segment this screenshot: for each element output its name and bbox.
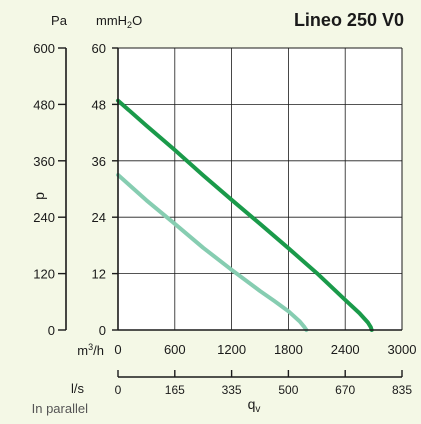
m3h-tick-label: 3000: [388, 342, 417, 357]
curve-series-dark-green: [116, 98, 374, 332]
ls-unit-label: l/s: [71, 381, 85, 396]
mmh2o-tick-label: 60: [92, 41, 106, 56]
pa-tick-label: 120: [33, 267, 55, 282]
ls-tick-label: 165: [165, 383, 185, 397]
mmh2o-unit-label: mmH2O: [96, 13, 142, 30]
pa-axis: 0 120 240 360 480 600: [33, 41, 66, 338]
plot-area: [118, 48, 402, 330]
ls-tick-label: 0: [115, 383, 122, 397]
m3h-tick-label: 1800: [274, 342, 303, 357]
ls-tick-label: 500: [278, 383, 298, 397]
pa-unit-label: Pa: [51, 13, 68, 28]
ls-axis: 0 165 335 500 670 835: [115, 370, 412, 397]
pa-tick-label: 0: [48, 323, 55, 338]
m3h-unit-sup: 3: [88, 342, 93, 352]
x-axis-label-main: q: [248, 396, 256, 412]
mode-label: In parallel: [32, 401, 88, 416]
x-axis-label: qv: [248, 396, 261, 415]
pa-tick-label: 360: [33, 154, 55, 169]
m3h-unit-main: m: [77, 343, 88, 358]
m3h-tick-label: 600: [164, 342, 186, 357]
pa-tick-label: 480: [33, 97, 55, 112]
mmh2o-unit-tail: O: [132, 13, 142, 28]
mmh2o-unit-sub: 2: [127, 20, 132, 30]
curve-series-light-green: [116, 172, 309, 332]
mmh2o-tick-label: 48: [92, 97, 106, 112]
mmh2o-tick-label: 0: [99, 323, 106, 338]
ls-tick-label: 335: [222, 383, 242, 397]
m3h-tick-label: 2400: [331, 342, 360, 357]
m3h-axis: 0 600 1200 1800 2400 3000: [114, 342, 416, 357]
m3h-unit-tail: /h: [93, 343, 104, 358]
m3h-unit-label: m3/h: [77, 342, 104, 358]
m3h-tick-label: 0: [114, 342, 121, 357]
chart-title: Lineo 250 V0: [294, 10, 404, 30]
mmh2o-unit-main: mmH: [96, 13, 127, 28]
x-axis-label-sub: v: [255, 404, 260, 415]
mmh2o-axis: 0 12 24 36 48 60: [92, 41, 118, 338]
curves: [116, 98, 374, 332]
pa-tick-label: 600: [33, 41, 55, 56]
mmh2o-tick-label: 36: [92, 154, 106, 169]
mmh2o-tick-label: 12: [92, 267, 106, 282]
ls-tick-label: 670: [335, 383, 355, 397]
m3h-tick-label: 1200: [217, 342, 246, 357]
ls-tick-label: 835: [392, 383, 412, 397]
mmh2o-tick-label: 24: [92, 210, 106, 225]
pa-tick-label: 240: [33, 210, 55, 225]
y-axis-label: p: [31, 192, 47, 200]
